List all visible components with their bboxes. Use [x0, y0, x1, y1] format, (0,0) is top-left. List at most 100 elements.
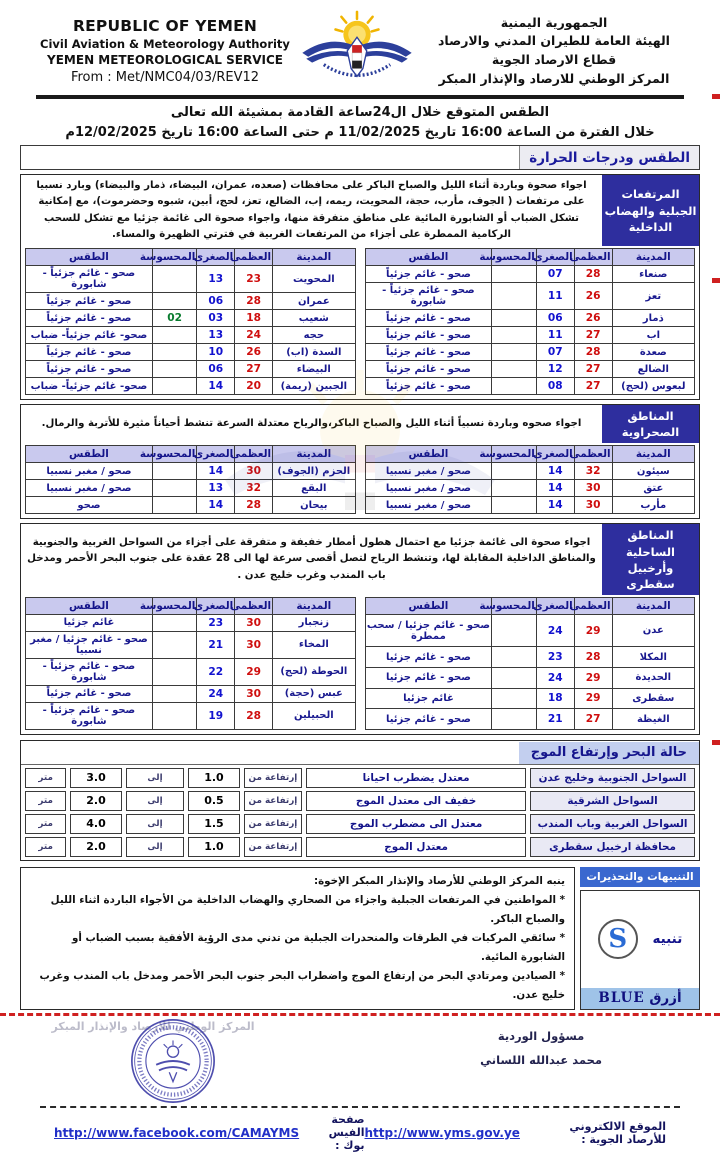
col-city: المدينة	[272, 445, 356, 464]
col-min: الصغرى	[194, 596, 236, 615]
feels-temp-cell	[491, 646, 537, 669]
col-feels: المحسوسة	[479, 445, 537, 464]
min-temp-cell: 19	[196, 701, 236, 730]
max-temp-cell: 28	[573, 343, 613, 362]
col-min: الصغرى	[194, 248, 236, 267]
weather-row: الغيظة 27 21 صحو - غائم جزئيا	[364, 708, 696, 730]
city-cell: اب	[611, 326, 696, 345]
wave-from-label: إرتفاعة من	[243, 767, 303, 788]
section-coastal-label: المناطق الساحلية وأرخبيل سقطرى	[602, 524, 699, 595]
weather-cell: صحو - غائم جزئياً	[364, 265, 493, 284]
wave-from-label: إرتفاعة من	[243, 836, 303, 857]
city-cell: بيحان	[272, 496, 356, 515]
min-temp-cell: 11	[535, 282, 575, 311]
col-feels: المحسوسة	[479, 248, 537, 267]
wave-to-value: 3.0	[70, 767, 122, 788]
weather-row: زنجبار 30 23 غائم جزئيا	[25, 613, 356, 632]
sea-state-row: السواحل الشرقية خفيف الى معتدل الموج إرت…	[25, 790, 695, 811]
feels-temp-cell	[151, 326, 198, 345]
weather-row: الجبين (ريمة) 20 14 صحو- غائم جزئياً- ضب…	[25, 377, 356, 396]
website-link[interactable]: http://www.yms.gov.ye	[364, 1125, 520, 1140]
max-temp-cell: 26	[573, 309, 613, 328]
col-weather: الطقس	[25, 445, 153, 464]
sector-ar: قطاع الارصاد الجوية	[491, 52, 617, 67]
feels-temp-cell	[491, 462, 537, 481]
min-temp-cell: 11	[535, 326, 575, 345]
min-temp-cell: 13	[196, 479, 236, 498]
weather-row: صنعاء 28 07 صحو - غائم جزئياً	[364, 265, 696, 284]
max-temp-cell: 27	[573, 360, 613, 379]
weather-row: حجه 24 13 صحو- غائم جزئياً- ضباب	[25, 326, 356, 345]
weather-cell: صحو / مغبر نسبيا	[364, 462, 493, 481]
max-temp-cell: 30	[573, 479, 613, 498]
wave-from-value: 1.0	[188, 767, 240, 788]
min-temp-cell: 03	[196, 309, 236, 328]
wave-unit-label: متر	[25, 790, 67, 811]
weather-row: الحديدة 29 24 صحو - غائم جزئيا	[364, 667, 696, 689]
max-temp-cell: 20	[234, 377, 274, 396]
feels-temp-cell	[491, 309, 537, 328]
sea-state-row: السواحل الجنوبية وخليج عدن معتدل يضطرب ا…	[25, 767, 695, 788]
city-cell: حجه	[272, 326, 356, 345]
min-temp-cell: 14	[535, 462, 575, 481]
city-cell: تعز	[611, 282, 696, 311]
min-temp-cell: 12	[535, 360, 575, 379]
max-temp-cell: 28	[234, 292, 274, 311]
feels-temp-cell	[151, 292, 198, 311]
weather-row: مأرب 30 14 صحو / مغبر نسبيا	[364, 496, 696, 515]
sea-state-row: محافظة ارخبيل سقطرى معتدل الموج إرتفاعة …	[25, 836, 695, 857]
forecast-title-line: الطقس المتوقع خلال ال24ساعة القادمة بمشي…	[170, 105, 550, 120]
feels-temp-cell	[151, 462, 198, 481]
warning-item: * الصيادين ومرتادي البحر من إرتفاع الموج…	[39, 970, 566, 1002]
city-cell: ذمار	[611, 309, 696, 328]
feels-temp-cell	[491, 343, 537, 362]
weather-cell: صحو - غائم جزئيا / سحب ممطرة	[364, 613, 493, 648]
center-ar: المركز الوطني للارصاد والإنذار المبكر	[438, 70, 670, 86]
weather-row: تعز 26 11 صحو - غائم جزئياً - شابورة	[364, 282, 696, 311]
wave-unit-label: متر	[25, 767, 67, 788]
min-temp-cell: 14	[196, 462, 236, 481]
max-temp-cell: 23	[234, 265, 274, 294]
warnings-section: التنبيهات والتحذيرات تنبيه S أزرق BLUE ي…	[20, 866, 700, 1011]
page-edge-mark	[712, 94, 720, 99]
max-temp-cell: 29	[573, 613, 613, 648]
city-cell: عمران	[272, 292, 356, 311]
agency-emblem-logo	[298, 8, 416, 94]
weather-row: عدن 29 24 صحو - غائم جزئيا / سحب ممطرة	[364, 613, 696, 648]
alert-level-bar: أزرق BLUE	[581, 988, 699, 1010]
wave-from-label: إرتفاعة من	[243, 813, 303, 834]
sea-condition-cell: خفيف الى معتدل الموج	[306, 790, 527, 811]
col-city: المدينة	[611, 445, 696, 464]
city-cell: الغيظة	[611, 708, 696, 730]
highlands-table-left: المدينة العظمى الصغرى المحسوسة الطقس الم…	[25, 248, 356, 396]
sea-state-section: حالة البحر وإرتفاع الموج السواحل الجنوبي…	[20, 739, 700, 861]
max-temp-cell: 28	[573, 646, 613, 669]
min-temp-cell: 08	[535, 377, 575, 396]
col-max: العظمى	[230, 248, 274, 267]
city-cell: شعيب	[272, 309, 356, 328]
facebook-link[interactable]: http://www.facebook.com/CAMAYMS	[54, 1125, 300, 1140]
col-min: الصغرى	[194, 445, 236, 464]
section-coastal: المناطق الساحلية وأرخبيل سقطرى اجواء صحو…	[20, 523, 700, 735]
wave-from-label: إرتفاعة من	[243, 790, 303, 811]
section-highlands-description: اجواء صحوة وباردة أثناء الليل والصباح ال…	[36, 180, 587, 240]
sea-region-cell: السواحل الغربية وباب المندب	[530, 813, 695, 834]
wave-from-value: 0.5	[188, 790, 240, 811]
col-min: الصغرى	[533, 596, 575, 615]
col-min: الصغرى	[533, 445, 575, 464]
table-header-row: المدينة العظمى الصغرى المحسوسة الطقس	[25, 445, 356, 464]
alert-level-ar: أزرق	[649, 990, 682, 1007]
min-temp-cell: 07	[535, 343, 575, 362]
col-city: المدينة	[611, 596, 696, 615]
weather-cell: صحو - غائم جزئياً	[25, 360, 153, 379]
table-header-row: المدينة العظمى الصغرى المحسوسة الطقس	[364, 248, 696, 267]
col-max: العظمى	[230, 445, 274, 464]
weather-cell: صحو - غائم جزئيا	[364, 708, 493, 730]
city-cell: عبس (حجة)	[272, 684, 356, 703]
min-temp-cell: 13	[196, 265, 236, 294]
weather-cell: صحو - غائم جزئياً	[25, 309, 153, 328]
col-max: العظمى	[570, 596, 613, 615]
wave-to-value: 2.0	[70, 836, 122, 857]
max-temp-cell: 27	[573, 326, 613, 345]
col-city: المدينة	[611, 248, 696, 267]
